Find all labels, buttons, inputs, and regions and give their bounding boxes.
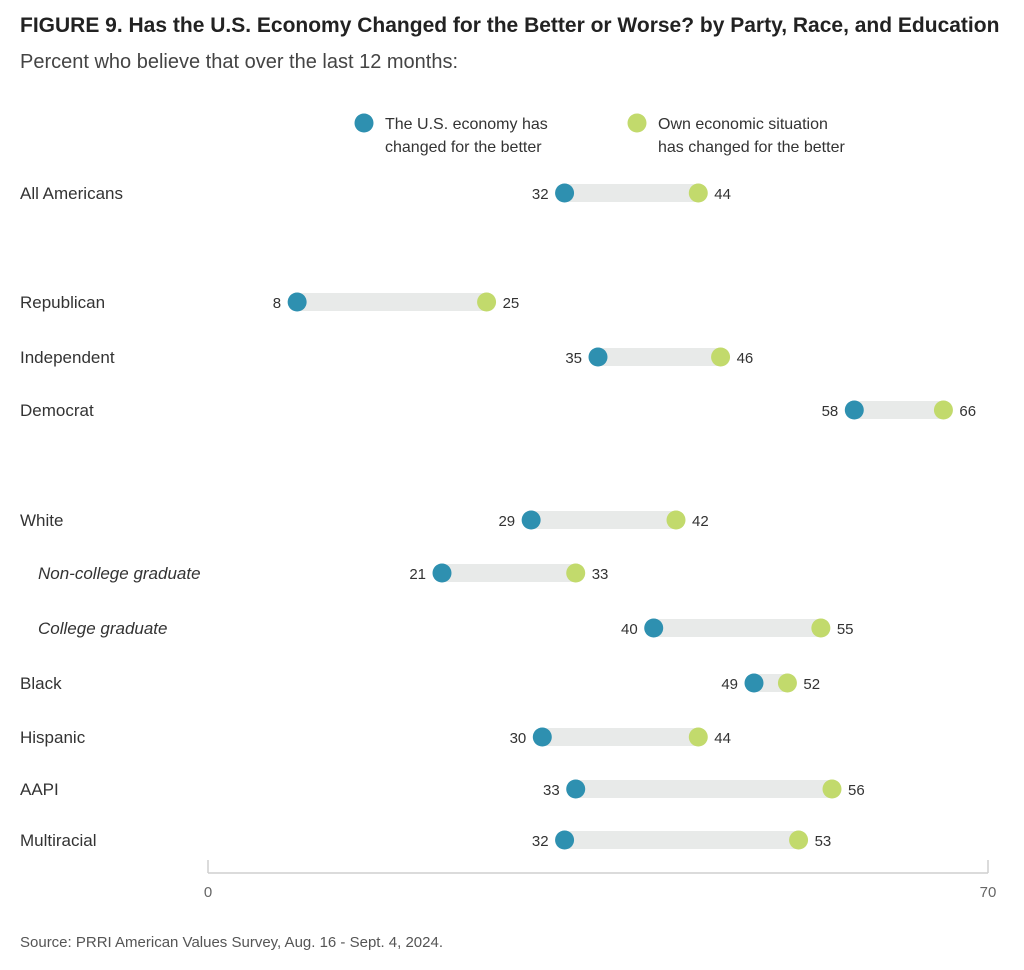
value-own-democrat: 66	[959, 403, 976, 420]
range-bar-all-americans	[564, 184, 699, 202]
value-own-independent: 46	[737, 350, 754, 367]
value-economy-independent: 35	[565, 350, 582, 367]
value-own-aapi: 56	[848, 782, 865, 799]
row-label-republican: Republican	[20, 293, 105, 312]
value-economy-hispanic: 30	[510, 730, 527, 747]
row-label-hispanic: Hispanic	[20, 728, 86, 747]
value-economy-multiracial: 32	[532, 833, 549, 850]
point-own-black	[777, 673, 797, 693]
value-economy-non-college-graduate: 21	[409, 566, 426, 583]
point-own-independent	[711, 347, 731, 367]
dumbbell-chart: The U.S. economy has changed for the bett…	[20, 113, 997, 901]
point-own-all-americans	[688, 183, 708, 203]
range-bar-hispanic	[542, 728, 699, 746]
range-bar-aapi	[575, 780, 832, 798]
chart-title: FIGURE 9. Has the U.S. Economy Changed f…	[20, 14, 1000, 37]
value-own-non-college-graduate: 33	[592, 566, 609, 583]
point-economy-democrat	[844, 400, 864, 420]
point-economy-independent	[588, 347, 608, 367]
range-bar-independent	[598, 348, 721, 366]
value-own-republican: 25	[503, 295, 520, 312]
value-economy-democrat: 58	[822, 403, 839, 420]
row-label-aapi: AAPI	[20, 780, 59, 799]
legend-marker-economy	[354, 113, 374, 133]
row-label-all-americans: All Americans	[20, 184, 123, 203]
legend-label-economy: changed for the better	[385, 139, 542, 156]
point-economy-aapi	[566, 779, 586, 799]
point-economy-non-college-graduate	[432, 563, 452, 583]
value-economy-black: 49	[721, 676, 738, 693]
row-label-non-college-graduate: Non-college graduate	[38, 564, 201, 583]
legend-marker-own	[627, 113, 647, 133]
point-own-multiracial	[789, 830, 809, 850]
range-bar-multiracial	[564, 831, 799, 849]
legend-label-own: Own economic situation	[658, 116, 828, 133]
value-economy-white: 29	[498, 513, 515, 530]
point-own-democrat	[933, 400, 953, 420]
row-label-independent: Independent	[20, 348, 115, 367]
point-own-white	[666, 510, 686, 530]
chart-subtitle: Percent who believe that over the last 1…	[20, 51, 459, 73]
row-label-black: Black	[20, 674, 62, 693]
value-own-black: 52	[803, 676, 820, 693]
legend-label-own: has changed for the better	[658, 139, 845, 156]
value-economy-republican: 8	[273, 295, 281, 312]
value-own-multiracial: 53	[815, 833, 832, 850]
point-own-republican	[477, 292, 497, 312]
point-economy-hispanic	[532, 727, 552, 747]
value-economy-college-graduate: 40	[621, 621, 638, 638]
value-own-college-graduate: 55	[837, 621, 854, 638]
point-own-aapi	[822, 779, 842, 799]
source-note: Source: PRRI American Values Survey, Aug…	[20, 934, 444, 951]
point-economy-republican	[287, 292, 307, 312]
row-label-multiracial: Multiracial	[20, 831, 97, 850]
point-economy-college-graduate	[644, 618, 664, 638]
value-economy-all-americans: 32	[532, 186, 549, 203]
row-label-white: White	[20, 511, 63, 530]
range-bar-college-graduate	[653, 619, 821, 637]
point-economy-multiracial	[555, 830, 575, 850]
row-label-democrat: Democrat	[20, 401, 94, 420]
point-economy-black	[744, 673, 764, 693]
legend-label-economy: The U.S. economy has	[385, 116, 548, 133]
x-tick-label: 0	[204, 884, 212, 901]
range-bar-democrat	[854, 401, 944, 419]
range-bar-non-college-graduate	[442, 564, 576, 582]
value-economy-aapi: 33	[543, 782, 560, 799]
range-bar-republican	[297, 293, 487, 311]
point-economy-all-americans	[555, 183, 575, 203]
value-own-hispanic: 44	[714, 730, 731, 747]
range-bar-white	[531, 511, 676, 529]
point-own-non-college-graduate	[566, 563, 586, 583]
x-tick-label: 70	[980, 884, 997, 901]
point-own-hispanic	[688, 727, 708, 747]
value-own-white: 42	[692, 513, 709, 530]
row-label-college-graduate: College graduate	[38, 619, 167, 638]
value-own-all-americans: 44	[714, 186, 731, 203]
point-own-college-graduate	[811, 618, 831, 638]
point-economy-white	[521, 510, 541, 530]
